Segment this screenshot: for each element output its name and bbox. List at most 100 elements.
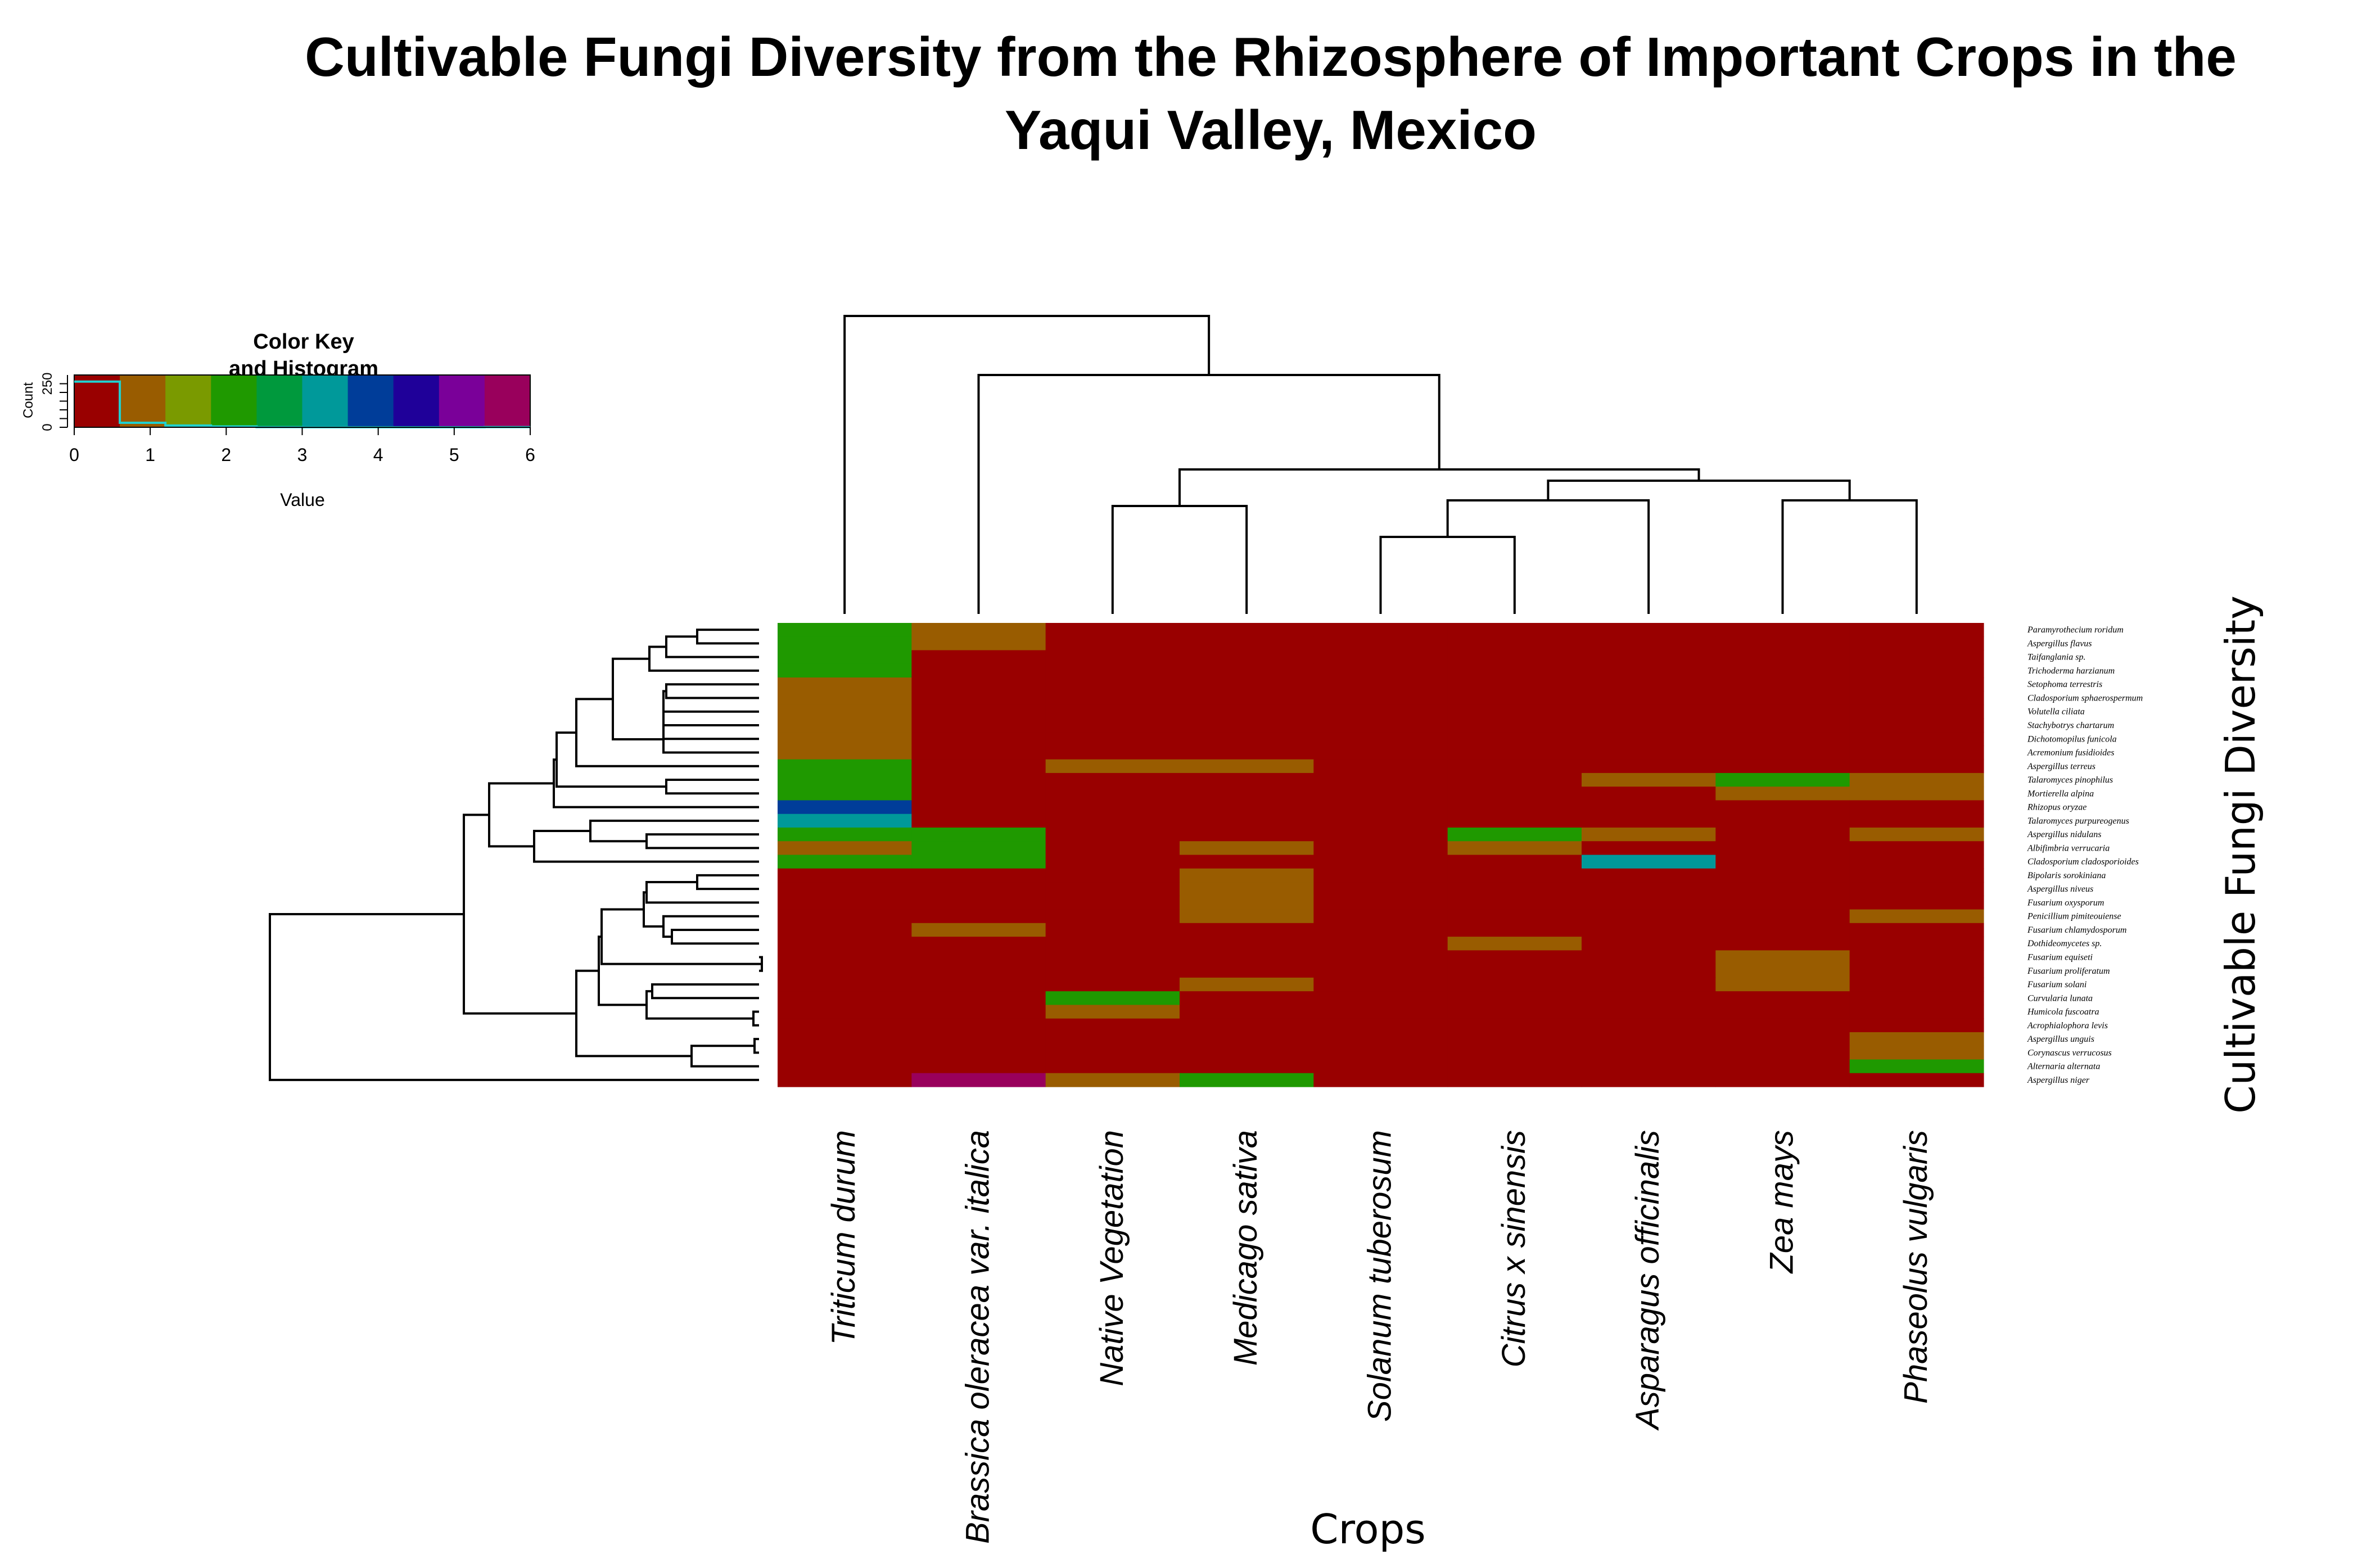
- row-dendrogram-branch: [488, 782, 554, 848]
- heatmap-cell: [911, 718, 1046, 733]
- heatmap-cell: [1447, 691, 1582, 706]
- row-label: Taifanglania sp.: [2027, 653, 2085, 662]
- heatmap-cell: [1313, 704, 1448, 719]
- heatmap-cell: [1447, 623, 1582, 637]
- color-key-swatch: [211, 375, 257, 427]
- color-key-swatch: [120, 375, 166, 427]
- row-label: Aspergillus terreus: [2027, 762, 2095, 771]
- heatmap-cell: [1582, 691, 1716, 706]
- heatmap-cell: [1180, 1032, 1314, 1046]
- heatmap-cell: [1447, 718, 1582, 733]
- row-label: Mortierella alpina: [2027, 789, 2094, 798]
- heatmap-cell: [1447, 1005, 1582, 1019]
- heatmap-cell: [1180, 1059, 1314, 1074]
- heatmap-cell: [1447, 650, 1582, 665]
- heatmap-cell: [1313, 923, 1448, 937]
- heatmap-cell: [1045, 800, 1180, 815]
- row-label: Fusarium proliferatum: [2027, 966, 2110, 976]
- heatmap-cell: [1582, 868, 1716, 883]
- heatmap-cell: [1715, 950, 1850, 965]
- row-label: Humicola fuscoatra: [2027, 1007, 2099, 1017]
- heatmap-cell: [1849, 896, 1984, 910]
- heatmap-cell: [1180, 650, 1314, 665]
- row-label: Fusarium oxysporum: [2027, 898, 2104, 907]
- heatmap-cell: [1180, 896, 1314, 910]
- heatmap-cell: [1849, 937, 1984, 951]
- heatmap-cell: [1313, 691, 1448, 706]
- heatmap-cell: [1180, 772, 1314, 787]
- heatmap-cell: [911, 691, 1046, 706]
- heatmap-cell: [778, 841, 912, 856]
- heatmap-cell: [1180, 937, 1314, 951]
- heatmap-cell: [1313, 964, 1448, 978]
- heatmap-cell: [1447, 937, 1582, 951]
- heatmap-cell: [1849, 855, 1984, 869]
- heatmap-cell: [1180, 923, 1314, 937]
- column-dendrogram-branch: [1781, 499, 1918, 614]
- row-label: Alternaria alternata: [2027, 1062, 2100, 1072]
- heatmap-cell: [1582, 814, 1716, 828]
- column-label: Zea mays: [1764, 1130, 1800, 1275]
- heatmap-cell: [1849, 663, 1984, 678]
- column-label: Native Vegetation: [1094, 1130, 1130, 1386]
- heatmap-cell: [1045, 923, 1180, 937]
- heatmap-cell: [1582, 745, 1716, 760]
- color-key-swatch: [439, 375, 485, 427]
- heatmap-cell: [1313, 1046, 1448, 1060]
- heatmap-cell: [1180, 745, 1314, 760]
- heatmap-cell: [1180, 950, 1314, 965]
- heatmap-cell: [1313, 732, 1448, 746]
- heatmap-cell: [1180, 827, 1314, 842]
- heatmap-cell: [911, 827, 1046, 842]
- heatmap-cell: [1715, 991, 1850, 1006]
- heatmap-cell: [1447, 759, 1582, 774]
- column-labels: Triticum durum Brassica oleracea var. ita…: [825, 1130, 1934, 1544]
- heatmap-cell: [1045, 663, 1180, 678]
- heatmap-cell: [911, 1046, 1046, 1060]
- heatmap-cell: [1045, 814, 1180, 828]
- heatmap-cell: [1313, 677, 1448, 692]
- heatmap-cell: [778, 855, 912, 869]
- column-dendrogram-branch: [1111, 505, 1248, 614]
- heatmap-cell: [1045, 827, 1180, 842]
- row-dendrogram-branch: [665, 635, 759, 658]
- heatmap-cell: [1447, 923, 1582, 937]
- color-key-swatch: [393, 375, 440, 427]
- heatmap-cell: [911, 663, 1046, 678]
- heatmap-cell: [1715, 896, 1850, 910]
- heatmap-cell: [1849, 964, 1984, 978]
- heatmap-cell: [1180, 691, 1314, 706]
- heatmap-cell: [1849, 868, 1984, 883]
- color-key-xlabel: Value: [280, 490, 324, 510]
- heatmap-cell: [1849, 732, 1984, 746]
- heatmap-cell: [911, 868, 1046, 883]
- heatmap-cell: [1447, 841, 1582, 856]
- color-key-count-label: 0: [40, 423, 55, 431]
- row-label: Aspergillus niger: [2027, 1076, 2090, 1085]
- row-dendrogram-branch: [662, 726, 759, 754]
- heatmap-cell: [1447, 732, 1582, 746]
- heatmap-cell: [1849, 800, 1984, 815]
- heatmap-cell: [1313, 1059, 1448, 1074]
- heatmap-cell: [1849, 1059, 1984, 1074]
- heatmap-cell: [778, 623, 912, 637]
- row-label: Trichoderma harzianum: [2027, 666, 2115, 676]
- heatmap-cell: [1313, 841, 1448, 856]
- heatmap-cell: [911, 977, 1046, 992]
- heatmap-cell: [778, 636, 912, 651]
- row-label: Acremonium fusidioides: [2027, 748, 2115, 758]
- heatmap-cell: [1849, 650, 1984, 665]
- heatmap-cell: [1849, 882, 1984, 896]
- heatmap-cell: [1313, 718, 1448, 733]
- heatmap-cell: [778, 745, 912, 760]
- row-dendrogram: [269, 629, 763, 1081]
- heatmap-cell: [1582, 896, 1716, 910]
- heatmap-cell: [1849, 977, 1984, 992]
- heatmap-cell: [1582, 882, 1716, 896]
- heatmap-cell: [1447, 868, 1582, 883]
- heatmap-cell: [1582, 732, 1716, 746]
- heatmap-cell: [1313, 855, 1448, 869]
- heatmap-cell: [1582, 950, 1716, 965]
- heatmap-cell: [1180, 787, 1314, 801]
- heatmap-cell: [778, 800, 912, 815]
